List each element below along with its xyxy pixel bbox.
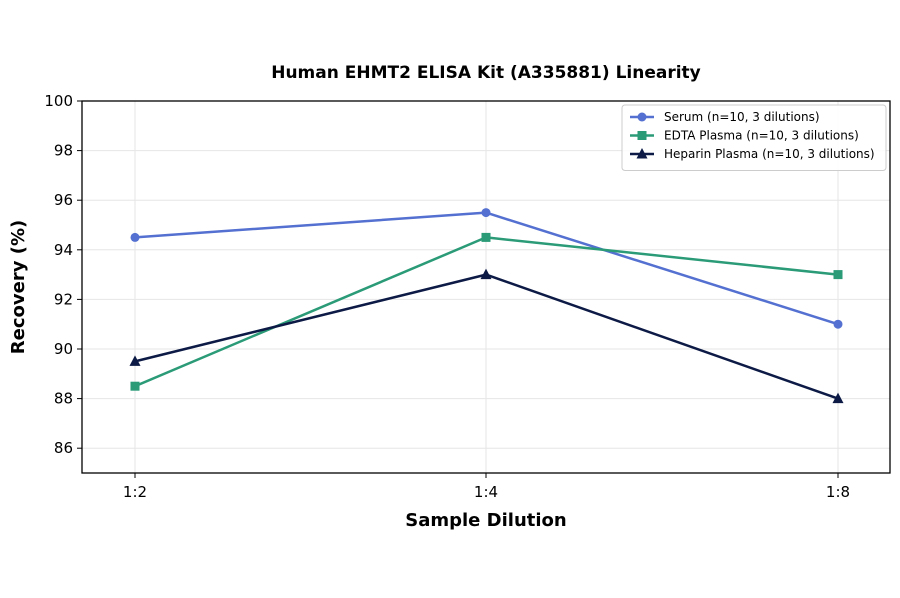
data-point — [481, 208, 491, 218]
legend-marker — [636, 148, 648, 159]
legend-label: EDTA Plasma (n=10, 3 dilutions) — [664, 129, 859, 143]
tick-layer: 86 88 90 92 94 96 98 100 1:2 1:4 1:8 — [44, 92, 850, 501]
y-axis-label: Recovery (%) — [8, 220, 29, 354]
legend-marker — [637, 131, 647, 140]
legend-box — [621, 104, 887, 171]
legend-label: Heparin Plasma (n=10, 3 dilutions) — [664, 147, 875, 161]
series-1 — [130, 208, 843, 329]
data-point — [129, 355, 141, 366]
legend-item: EDTA Plasma (n=10, 3 dilutions) — [630, 129, 859, 143]
data-point — [833, 270, 843, 280]
data-point — [130, 232, 140, 242]
legend-item: Serum (n=10, 3 dilutions) — [630, 110, 820, 124]
y-tick-label: 92 — [54, 290, 73, 308]
y-tick-label: 88 — [54, 390, 73, 408]
data-point — [833, 319, 843, 329]
x-tick-label: 1:2 — [123, 483, 147, 501]
chart-title: Human EHMT2 ELISA Kit (A335881) Linearit… — [271, 63, 701, 83]
y-tick-label: 90 — [54, 340, 73, 358]
x-tick-label: 1:4 — [474, 483, 498, 501]
y-tick-label: 96 — [54, 191, 73, 209]
series-2 — [130, 232, 843, 391]
x-tick-label: 1:8 — [826, 483, 850, 501]
series-layer — [129, 208, 844, 404]
data-point — [480, 268, 492, 280]
legend-item: Heparin Plasma (n=10, 3 dilutions) — [630, 147, 875, 161]
y-tick-label: 100 — [44, 92, 73, 110]
legend-marker — [637, 112, 647, 122]
data-point — [832, 392, 844, 404]
y-tick-label: 86 — [54, 439, 73, 457]
x-axis-label: Sample Dilution — [405, 510, 566, 531]
legend: Serum (n=10, 3 dilutions) EDTA Plasma (n=… — [621, 104, 887, 171]
series-3 — [129, 268, 844, 404]
legend-label: Serum (n=10, 3 dilutions) — [664, 110, 820, 124]
data-point — [481, 232, 491, 242]
y-tick-label: 98 — [54, 142, 73, 160]
y-tick-label: 94 — [54, 241, 73, 259]
data-point — [130, 381, 140, 391]
